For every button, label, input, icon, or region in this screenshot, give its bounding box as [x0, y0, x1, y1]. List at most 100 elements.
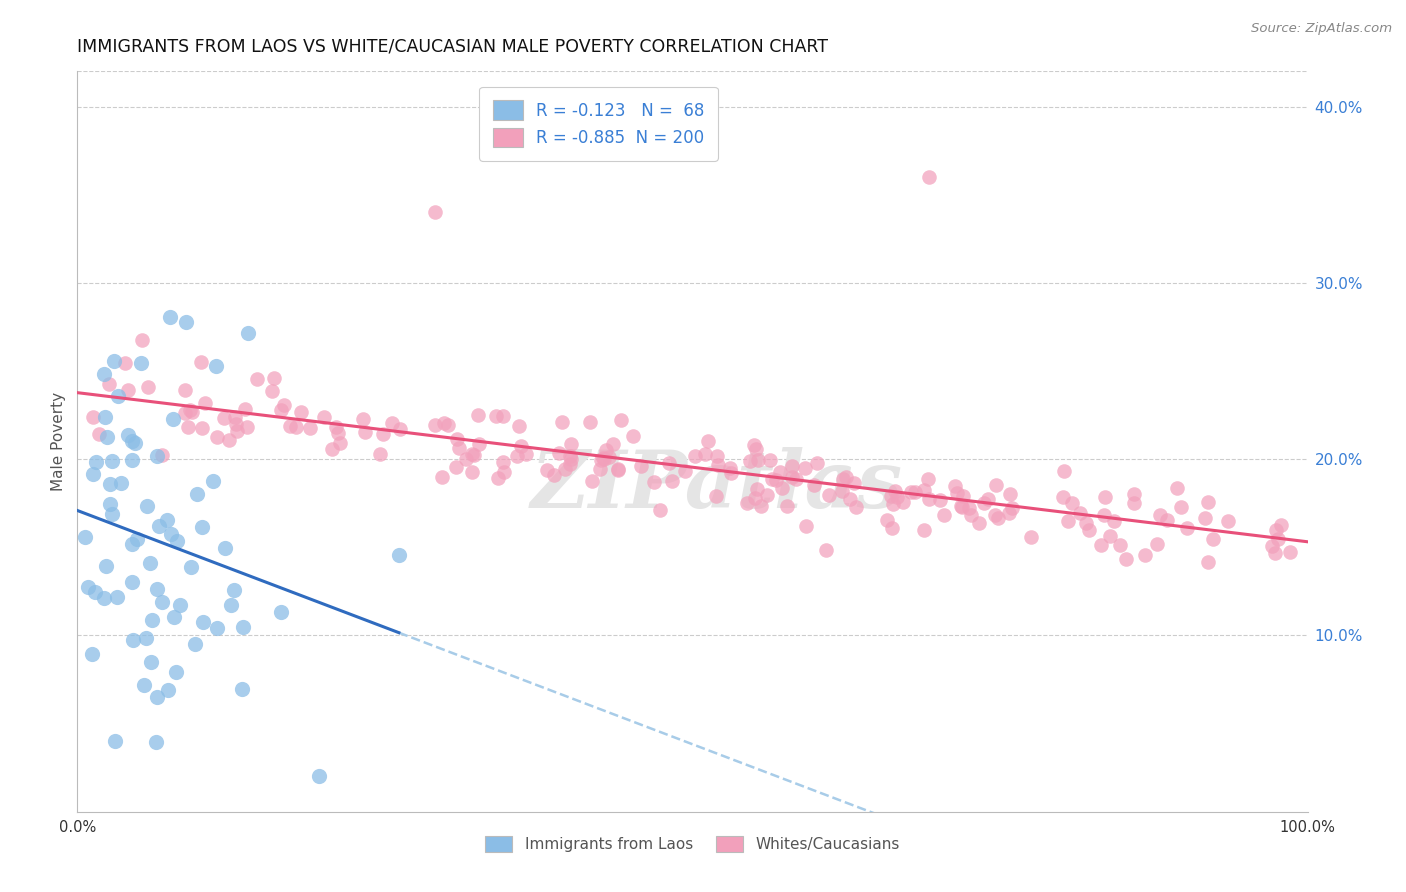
- Point: [558, 457, 581, 471]
- Point: [326, 425, 349, 440]
- Point: [82, 647, 104, 661]
- Point: [509, 439, 531, 453]
- Point: [117, 383, 139, 397]
- Point: [693, 446, 716, 460]
- Point: [325, 419, 347, 434]
- Point: [231, 682, 253, 697]
- Point: [145, 735, 167, 749]
- Point: [77, 580, 100, 594]
- Point: [190, 355, 212, 369]
- Point: [226, 424, 249, 438]
- Point: [515, 447, 537, 461]
- Point: [456, 451, 478, 466]
- Point: [845, 500, 868, 515]
- Point: [592, 451, 614, 466]
- Point: [290, 405, 312, 419]
- Point: [697, 434, 720, 448]
- Point: [110, 475, 132, 490]
- Point: [747, 453, 769, 467]
- Point: [207, 430, 229, 444]
- Point: [661, 474, 683, 488]
- Point: [492, 455, 515, 469]
- Point: [381, 417, 404, 431]
- Point: [1099, 529, 1122, 543]
- Point: [273, 398, 295, 412]
- Point: [543, 467, 565, 482]
- Point: [150, 595, 173, 609]
- Point: [93, 591, 115, 606]
- Point: [122, 632, 145, 647]
- Point: [589, 462, 612, 476]
- Point: [886, 491, 908, 505]
- Point: [891, 495, 914, 509]
- Point: [756, 488, 779, 502]
- Point: [150, 448, 173, 462]
- Point: [759, 453, 782, 467]
- Point: [969, 516, 991, 530]
- Point: [745, 482, 768, 496]
- Point: [446, 459, 468, 474]
- Point: [598, 450, 620, 465]
- Point: [162, 412, 184, 426]
- Point: [139, 556, 162, 570]
- Point: [98, 477, 121, 491]
- Point: [1069, 506, 1091, 520]
- Point: [793, 461, 815, 475]
- Point: [609, 413, 631, 427]
- Point: [1078, 523, 1101, 537]
- Point: [551, 415, 574, 429]
- Point: [949, 499, 972, 513]
- Point: [780, 458, 803, 473]
- Point: [806, 456, 828, 470]
- Point: [880, 521, 903, 535]
- Point: [284, 419, 307, 434]
- Point: [117, 427, 139, 442]
- Point: [202, 474, 225, 488]
- Point: [135, 631, 157, 645]
- Point: [93, 368, 115, 382]
- Point: [607, 462, 630, 476]
- Point: [950, 500, 973, 514]
- Point: [770, 481, 793, 495]
- Point: [423, 418, 446, 433]
- Point: [1166, 481, 1188, 495]
- Point: [1197, 495, 1219, 509]
- Point: [449, 441, 471, 455]
- Point: [815, 543, 838, 558]
- Point: [1000, 487, 1022, 501]
- Point: [592, 451, 614, 466]
- Point: [984, 478, 1007, 492]
- Point: [166, 534, 188, 549]
- Point: [1074, 516, 1097, 530]
- Point: [224, 409, 246, 424]
- Point: [508, 419, 530, 434]
- Point: [233, 402, 256, 417]
- Point: [121, 453, 143, 467]
- Point: [1261, 539, 1284, 553]
- Point: [174, 384, 197, 398]
- Point: [219, 598, 242, 612]
- Point: [803, 478, 825, 492]
- Point: [191, 615, 214, 630]
- Point: [186, 486, 208, 500]
- Point: [1053, 463, 1076, 477]
- Point: [1102, 515, 1125, 529]
- Point: [83, 584, 105, 599]
- Point: [1267, 532, 1289, 546]
- Point: [554, 462, 576, 476]
- Point: [506, 449, 529, 463]
- Point: [1156, 512, 1178, 526]
- Point: [134, 678, 156, 692]
- Point: [1278, 545, 1301, 559]
- Point: [876, 513, 898, 527]
- Point: [205, 621, 228, 635]
- Point: [308, 769, 330, 783]
- Point: [738, 453, 761, 467]
- Point: [98, 376, 121, 391]
- Point: [621, 429, 644, 443]
- Point: [214, 541, 236, 556]
- Point: [184, 637, 207, 651]
- Point: [157, 683, 180, 698]
- Point: [1216, 514, 1239, 528]
- Point: [136, 380, 159, 394]
